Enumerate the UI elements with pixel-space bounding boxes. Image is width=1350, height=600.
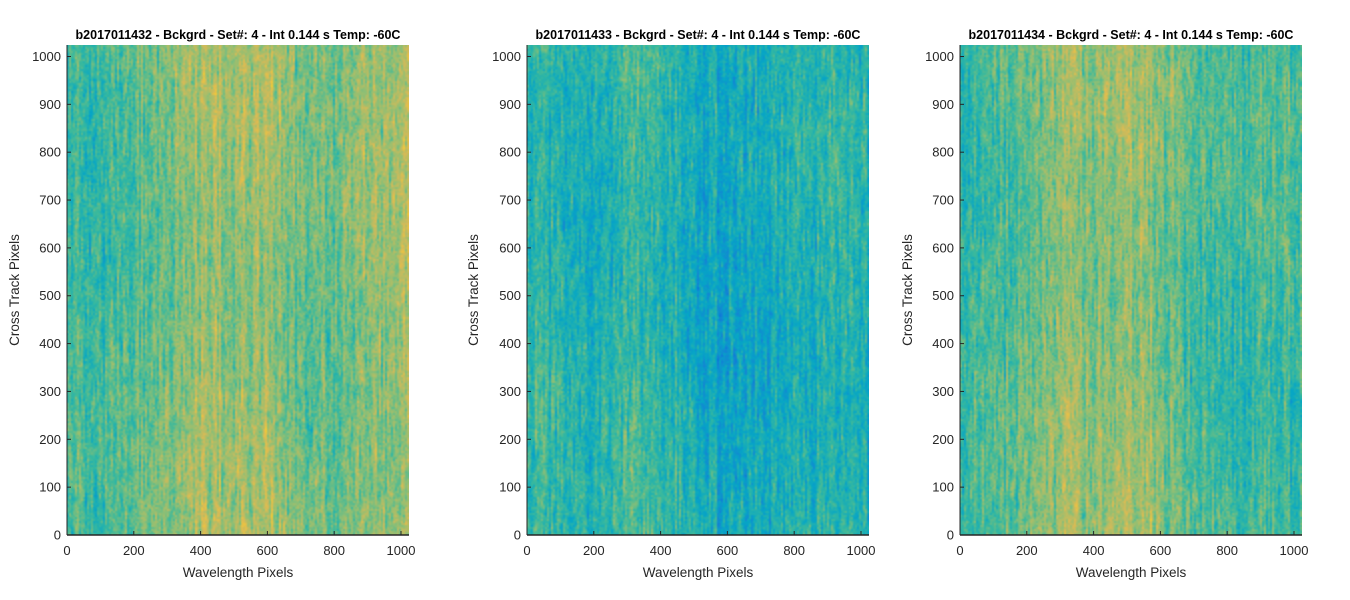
y-tick-label: 500 — [39, 288, 61, 303]
panel-1-plot: 0 200 400 600 800 1000 0 100 200 300 400 500 600 700 8… — [32, 45, 415, 558]
heatmap-image — [527, 45, 869, 535]
y-tick-label: 800 — [499, 145, 521, 160]
panel-1-xlabel: Wavelength Pixels — [183, 565, 294, 580]
x-tick-label: 0 — [523, 543, 530, 558]
y-tick-label: 700 — [39, 193, 61, 208]
y-tick-label: 900 — [499, 97, 521, 112]
x-tick-label: 1000 — [387, 543, 416, 558]
y-tick-label: 900 — [932, 97, 954, 112]
x-tick-label: 600 — [257, 543, 279, 558]
y-tick-label: 800 — [932, 145, 954, 160]
panel-1-ylabel: Cross Track Pixels — [7, 234, 22, 346]
y-tick-label: 600 — [499, 240, 521, 255]
y-tick-label: 1000 — [32, 49, 61, 64]
y-tick-label: 500 — [932, 288, 954, 303]
x-tick-label: 0 — [63, 543, 70, 558]
x-tick-label: 1000 — [847, 543, 876, 558]
panel-2-title: b2017011433 - Bckgrd - Set#: 4 - Int 0.1… — [536, 28, 861, 42]
x-tick-label: 400 — [650, 543, 672, 558]
y-tick-label: 500 — [499, 288, 521, 303]
heatmap-image — [67, 45, 409, 535]
y-tick-label: 300 — [39, 384, 61, 399]
heatmap-image — [960, 45, 1302, 535]
x-tick-label: 200 — [583, 543, 605, 558]
x-tick-label: 800 — [323, 543, 345, 558]
x-tick-label: 200 — [1016, 543, 1038, 558]
panel-3-ylabel: Cross Track Pixels — [900, 234, 915, 346]
x-tick-label: 600 — [717, 543, 739, 558]
y-tick-label: 800 — [39, 145, 61, 160]
panel-1: b2017011432 - Bckgrd - Set#: 4 - Int 0.1… — [7, 28, 415, 580]
x-tick-label: 800 — [1216, 543, 1238, 558]
y-tick-label: 0 — [54, 528, 61, 543]
panel-3: b2017011434 - Bckgrd - Set#: 4 - Int 0.1… — [900, 28, 1308, 580]
panel-2: b2017011433 - Bckgrd - Set#: 4 - Int 0.1… — [466, 28, 875, 580]
y-tick-label: 300 — [932, 384, 954, 399]
panel-3-xlabel: Wavelength Pixels — [1076, 565, 1187, 580]
y-tick-label: 400 — [499, 336, 521, 351]
y-tick-label: 100 — [39, 480, 61, 495]
y-tick-label: 100 — [932, 480, 954, 495]
y-tick-label: 600 — [932, 240, 954, 255]
y-tick-label: 400 — [39, 336, 61, 351]
y-tick-label: 700 — [932, 193, 954, 208]
panel-2-ylabel: Cross Track Pixels — [466, 234, 481, 346]
y-tick-label: 0 — [947, 528, 954, 543]
x-tick-label: 200 — [123, 543, 145, 558]
panel-1-title: b2017011432 - Bckgrd - Set#: 4 - Int 0.1… — [76, 28, 401, 42]
y-tick-label: 600 — [39, 240, 61, 255]
y-tick-label: 700 — [499, 193, 521, 208]
y-tick-label: 1000 — [925, 49, 954, 64]
y-tick-label: 0 — [514, 528, 521, 543]
x-tick-label: 1000 — [1280, 543, 1309, 558]
y-tick-label: 200 — [39, 432, 61, 447]
y-tick-label: 200 — [499, 432, 521, 447]
y-tick-label: 200 — [932, 432, 954, 447]
x-tick-label: 600 — [1150, 543, 1172, 558]
panel-2-plot: 0 200 400 600 800 1000 0 100 200 300 400 500 600 700 8… — [492, 45, 875, 558]
x-tick-label: 0 — [956, 543, 963, 558]
panel-2-xlabel: Wavelength Pixels — [643, 565, 754, 580]
y-tick-label: 400 — [932, 336, 954, 351]
y-tick-label: 900 — [39, 97, 61, 112]
x-tick-label: 400 — [190, 543, 212, 558]
x-tick-label: 800 — [783, 543, 805, 558]
y-tick-label: 300 — [499, 384, 521, 399]
x-tick-label: 400 — [1083, 543, 1105, 558]
y-tick-label: 1000 — [492, 49, 521, 64]
panel-3-plot: 0 200 400 600 800 1000 0 100 200 300 400 500 600 700 8… — [925, 45, 1308, 558]
panel-3-title: b2017011434 - Bckgrd - Set#: 4 - Int 0.1… — [969, 28, 1294, 42]
y-tick-label: 100 — [499, 480, 521, 495]
